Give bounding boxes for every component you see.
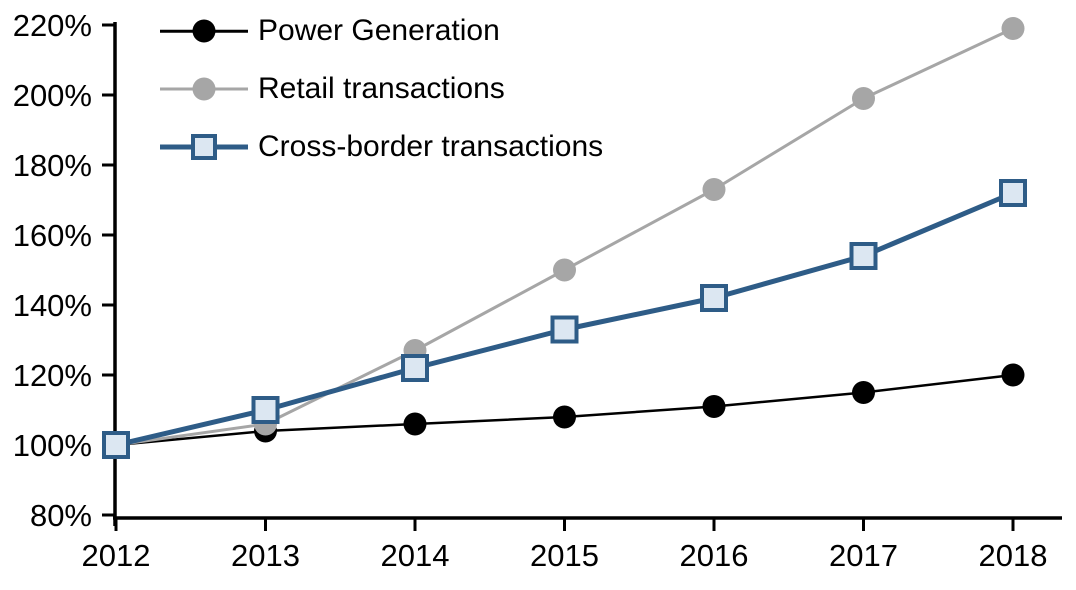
legend-sample xyxy=(160,133,248,161)
legend-item: Power Generation xyxy=(160,2,603,60)
x-axis-tick-label: 2015 xyxy=(530,538,599,573)
circle-marker xyxy=(852,87,875,110)
y-axis-tick-label: 180% xyxy=(13,148,92,183)
circle-marker xyxy=(1001,363,1025,387)
circle-marker xyxy=(852,381,875,404)
y-axis-tick-label: 140% xyxy=(13,288,92,323)
y-axis-tick-label: 160% xyxy=(13,218,92,253)
square-marker-icon xyxy=(191,134,217,160)
y-axis-tick-label: 80% xyxy=(30,498,92,533)
chart-legend: Power Generation Retail transactions Cross… xyxy=(160,2,603,176)
x-axis-tick-label: 2014 xyxy=(381,538,450,573)
legend-label: Retail transactions xyxy=(258,72,505,105)
circle-marker xyxy=(553,405,576,429)
square-marker xyxy=(550,315,579,344)
legend-sample xyxy=(160,17,248,45)
legend-sample xyxy=(160,75,248,103)
square-marker xyxy=(849,242,878,270)
x-axis-tick-label: 2016 xyxy=(680,538,749,573)
y-axis-tick-label: 220% xyxy=(13,8,92,43)
square-marker xyxy=(251,396,280,424)
circle-marker xyxy=(1001,17,1025,40)
circle-marker-icon xyxy=(192,77,216,101)
x-axis-tick-label: 2018 xyxy=(979,538,1048,573)
y-axis-tick-label: 200% xyxy=(13,78,92,113)
circle-marker xyxy=(702,178,726,201)
y-axis-tick-label: 120% xyxy=(13,358,92,393)
circle-marker-icon xyxy=(192,19,216,43)
legend-label: Cross-border transactions xyxy=(258,130,604,163)
square-marker xyxy=(401,354,429,382)
circle-marker xyxy=(702,395,726,418)
x-axis-tick-label: 2017 xyxy=(829,538,898,573)
square-marker xyxy=(700,284,728,312)
circle-marker xyxy=(403,412,427,436)
circle-marker xyxy=(553,258,576,282)
y-axis-tick-label: 100% xyxy=(13,428,92,463)
square-marker xyxy=(999,179,1027,207)
square-marker xyxy=(102,431,130,459)
legend-item: Cross-border transactions xyxy=(160,118,603,176)
legend-label: Power Generation xyxy=(258,14,500,47)
x-axis-tick-label: 2012 xyxy=(82,538,151,573)
legend-item: Retail transactions xyxy=(160,60,603,118)
x-axis-tick-label: 2013 xyxy=(231,538,300,573)
